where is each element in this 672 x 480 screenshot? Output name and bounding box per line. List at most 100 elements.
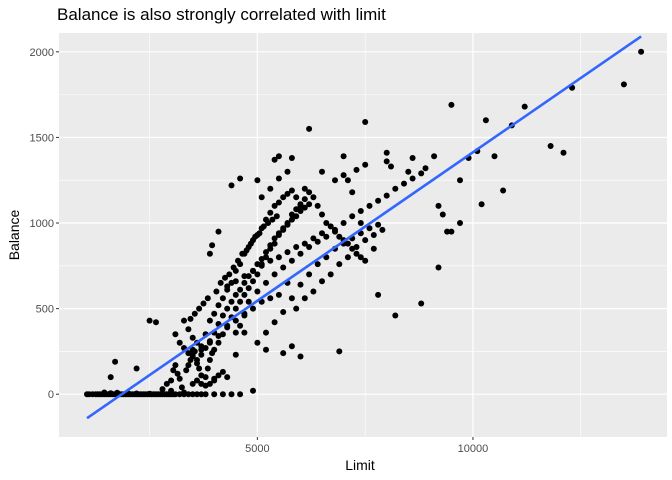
data-point [370,245,377,252]
data-point [194,357,200,363]
data-point [375,291,382,298]
data-point [196,305,203,312]
data-point [301,240,308,247]
data-point [217,279,224,286]
data-point [226,271,233,278]
data-point [344,177,351,184]
y-tick-label: 2000 [30,47,54,59]
data-point [204,295,211,302]
data-point [418,300,425,307]
data-point [189,334,196,341]
data-point [260,223,267,230]
data-point [271,202,278,209]
data-point [366,202,373,209]
data-point [196,365,203,372]
data-point [178,384,185,391]
data-point [237,322,244,329]
data-point [284,221,291,228]
data-point [228,298,235,305]
data-point [301,295,308,302]
data-point [146,390,153,397]
data-point [107,374,114,381]
data-point [114,389,121,396]
data-point [306,125,313,132]
data-point [263,279,269,286]
data-point [245,273,252,280]
data-point [254,339,261,346]
y-tick-label: 1500 [30,132,54,144]
data-point [370,232,377,238]
data-point [215,302,222,309]
data-point [271,271,278,278]
data-point [319,168,325,175]
data-point [258,256,265,262]
data-point [258,262,265,269]
data-point [172,331,179,338]
data-point [547,143,554,149]
data-point [275,254,282,261]
data-point [284,190,291,197]
data-point [435,264,442,271]
data-point [288,155,295,161]
data-point [198,351,205,358]
data-point [275,291,282,298]
data-point [349,213,356,220]
data-point [250,387,256,394]
data-point [168,387,175,394]
data-point [306,189,313,196]
data-point [288,216,295,223]
data-point [500,187,507,194]
data-point [176,339,183,346]
data-point [275,153,282,160]
data-point [340,172,347,179]
chart-title: Balance is also strongly correlated with… [57,5,386,24]
data-point [219,295,226,302]
data-point [222,274,228,281]
data-point [263,249,269,256]
data-point [254,288,261,295]
data-point [375,221,382,228]
data-point [245,298,252,305]
data-point [267,295,274,302]
data-point [232,305,239,312]
data-point [183,367,190,374]
data-point [159,386,166,393]
data-point [280,264,287,271]
data-point [146,317,153,324]
data-point [211,391,218,398]
data-point [275,230,282,237]
data-point [206,339,213,346]
data-point [392,185,399,192]
y-tick-label: 0 [48,389,54,401]
data-point [181,389,187,396]
data-point [187,315,194,322]
data-point [310,235,317,242]
data-point [230,264,237,271]
data-point [392,312,399,319]
data-point [219,368,226,375]
data-point [189,391,196,398]
data-point [198,346,205,353]
data-point [235,257,241,264]
data-point [319,278,325,285]
data-point [215,228,222,235]
data-point [263,329,269,336]
data-point [293,194,300,201]
data-point [314,238,321,245]
data-point [219,312,226,319]
data-point [224,374,231,381]
data-point [293,213,300,220]
data-point [638,48,645,55]
data-point [271,235,278,242]
data-point [297,353,304,360]
data-point [297,250,304,257]
data-point [301,196,308,203]
data-point [176,375,183,382]
data-point [232,291,239,298]
data-point [224,283,231,290]
data-point [237,298,244,305]
data-point [306,271,313,278]
data-point [405,168,412,175]
data-point [383,158,390,165]
data-point [185,362,192,369]
